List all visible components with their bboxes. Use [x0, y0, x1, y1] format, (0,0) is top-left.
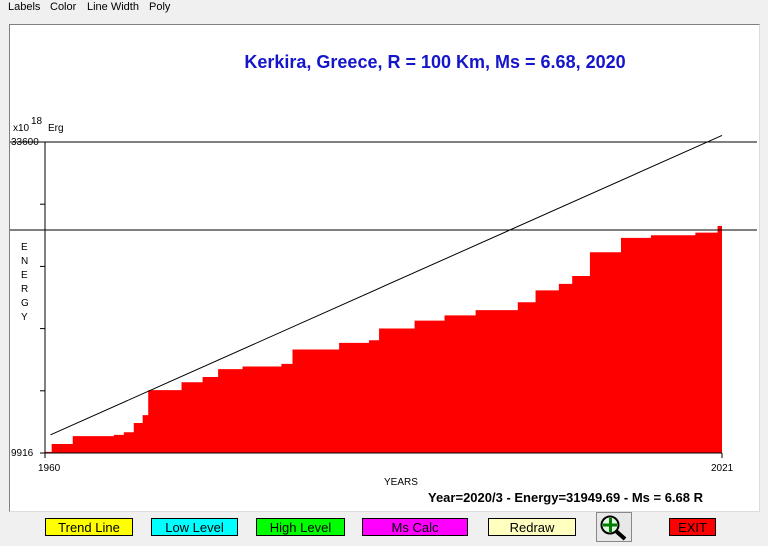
trend-line-button[interactable]: Trend Line: [45, 518, 133, 536]
x-tick-label-start: 1960: [38, 463, 61, 474]
unit-prefix: x10: [13, 123, 30, 134]
status-line: Year=2020/3 - Energy=31949.69 - Ms = 6.6…: [428, 490, 703, 505]
menu-labels[interactable]: Labels: [8, 1, 41, 13]
redraw-button[interactable]: Redraw: [488, 518, 576, 536]
zoom-in-icon: [600, 515, 627, 541]
y-axis-letter: E: [21, 242, 28, 253]
zoom-button[interactable]: [596, 512, 632, 542]
unit-exponent: 18: [31, 116, 43, 127]
x-tick-label-end: 2021: [711, 463, 734, 474]
menu-line-width[interactable]: Line Width: [87, 1, 139, 13]
menu-bar: Labels Color Line Width Poly: [0, 0, 768, 16]
y-axis-letter: Y: [21, 312, 28, 323]
y-axis-letter: E: [21, 270, 28, 281]
unit-suffix: Erg: [48, 123, 64, 134]
y-axis-letter: G: [21, 298, 29, 309]
x-axis-label: YEARS: [384, 477, 418, 488]
trend-line: [50, 134, 723, 436]
y-axis-letter: R: [21, 284, 29, 295]
ms-calc-button[interactable]: Ms Calc: [362, 518, 468, 536]
exit-button[interactable]: EXIT: [669, 518, 716, 536]
y-tick-label-min: 9916: [11, 448, 34, 459]
menu-color[interactable]: Color: [50, 1, 77, 13]
chart-title: Kerkira, Greece, R = 100 Km, Ms = 6.68, …: [244, 52, 626, 72]
low-level-button[interactable]: Low Level: [151, 518, 238, 536]
energy-step-area: [45, 163, 722, 454]
high-level-button[interactable]: High Level: [256, 518, 345, 536]
y-axis-letter: N: [21, 256, 29, 267]
menu-poly[interactable]: Poly: [149, 1, 171, 13]
